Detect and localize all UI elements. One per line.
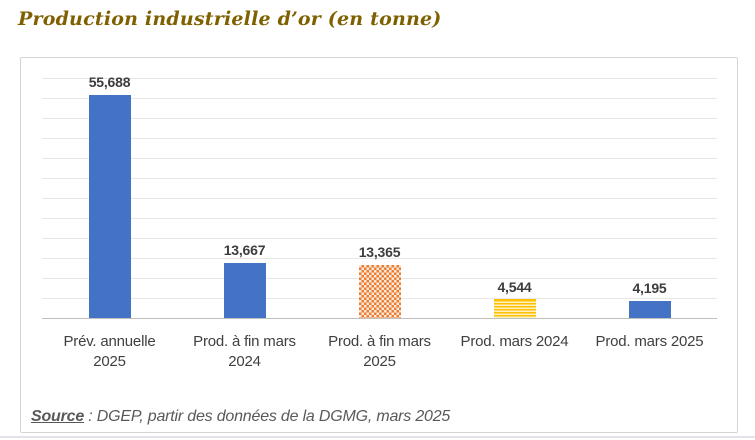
source-label: Source [31,408,85,425]
bar-value-label: 4,544 [497,279,532,295]
bar-slot: 13,667 [177,78,312,318]
x-axis-line [42,318,717,319]
x-axis: Prév. annuelle 2025 Prod. à fin mars 2024… [42,332,717,373]
bars-row: 55,688 13,667 13,365 4,544 4,195 [42,74,717,318]
bar-slot: 4,195 [582,78,717,318]
gridline [42,258,717,259]
source-note: Source : DGEP, partir des données de la … [31,408,450,426]
plot-area: 55,688 13,667 13,365 4,544 4,195 [42,74,717,319]
x-axis-label: Prod. mars 2024 [460,333,569,350]
bar [88,95,131,318]
gridline [42,198,717,199]
source-text: : DGEP, partir des données de la DGMG, m… [84,408,451,425]
chart-title: Production industrielle d’or (en tonne) [18,8,442,30]
bar-value-label: 13,365 [358,244,401,260]
bar-slot: 13,365 [312,78,447,318]
gridline [42,218,717,219]
gridline [42,238,717,239]
gridline [42,118,717,119]
gridline [42,178,717,179]
x-axis-label: Prod. à fin mars 2024 [193,333,296,371]
x-axis-label: Prév. annuelle 2025 [63,333,156,371]
bar-slot: 4,544 [447,78,582,318]
chart-panel: 55,688 13,667 13,365 4,544 4,195 Prév. annue… [20,57,738,433]
bar-value-label: 55,688 [88,74,131,90]
bar-slot: 55,688 [42,74,177,318]
bar [628,301,671,318]
gridline [42,98,717,99]
bar-value-label: 13,667 [223,242,266,258]
bar [358,265,401,318]
bar [493,299,536,318]
gridline [42,138,717,139]
bar-value-label: 4,195 [632,280,667,296]
x-axis-label: Prod. à fin mars 2025 [328,333,431,371]
bar [223,263,266,318]
gridline [42,78,717,79]
x-axis-label: Prod. mars 2025 [595,333,704,350]
gridline [42,158,717,159]
page-bottom-divider [0,436,755,438]
